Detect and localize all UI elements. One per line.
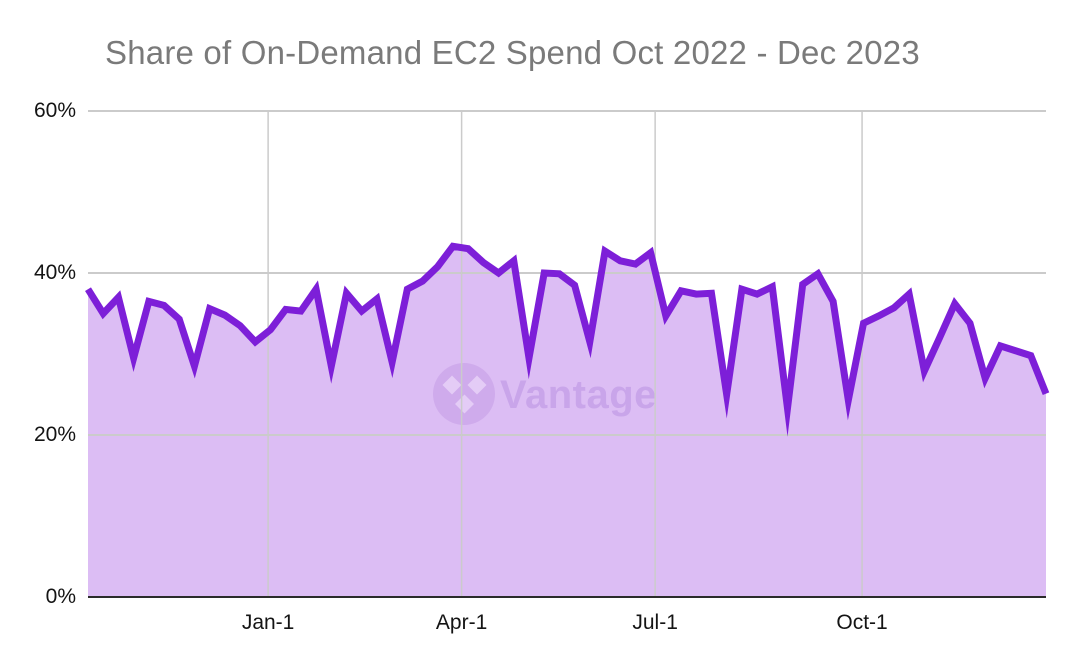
y-tick-label: 60%	[33, 99, 76, 122]
x-tick-label: Jan-1	[241, 611, 295, 634]
y-tick-label: 0%	[45, 585, 76, 608]
vantage-logo-diamonds	[442, 375, 487, 414]
vantage-logo-icon	[433, 363, 495, 425]
x-tick-label: Jul-1	[632, 611, 678, 634]
x-tick-label: Apr-1	[435, 611, 488, 634]
series-area-fill	[88, 246, 1046, 597]
watermark-text: Vantage	[500, 373, 657, 417]
y-tick-label: 40%	[33, 261, 76, 284]
y-tick-label: 20%	[33, 423, 76, 446]
x-tick-label: Oct-1	[836, 611, 888, 634]
chart-title: Share of On-Demand EC2 Spend Oct 2022 - …	[105, 34, 920, 71]
series-line	[85, 242, 1050, 437]
vantage-watermark: Vantage	[433, 363, 657, 425]
